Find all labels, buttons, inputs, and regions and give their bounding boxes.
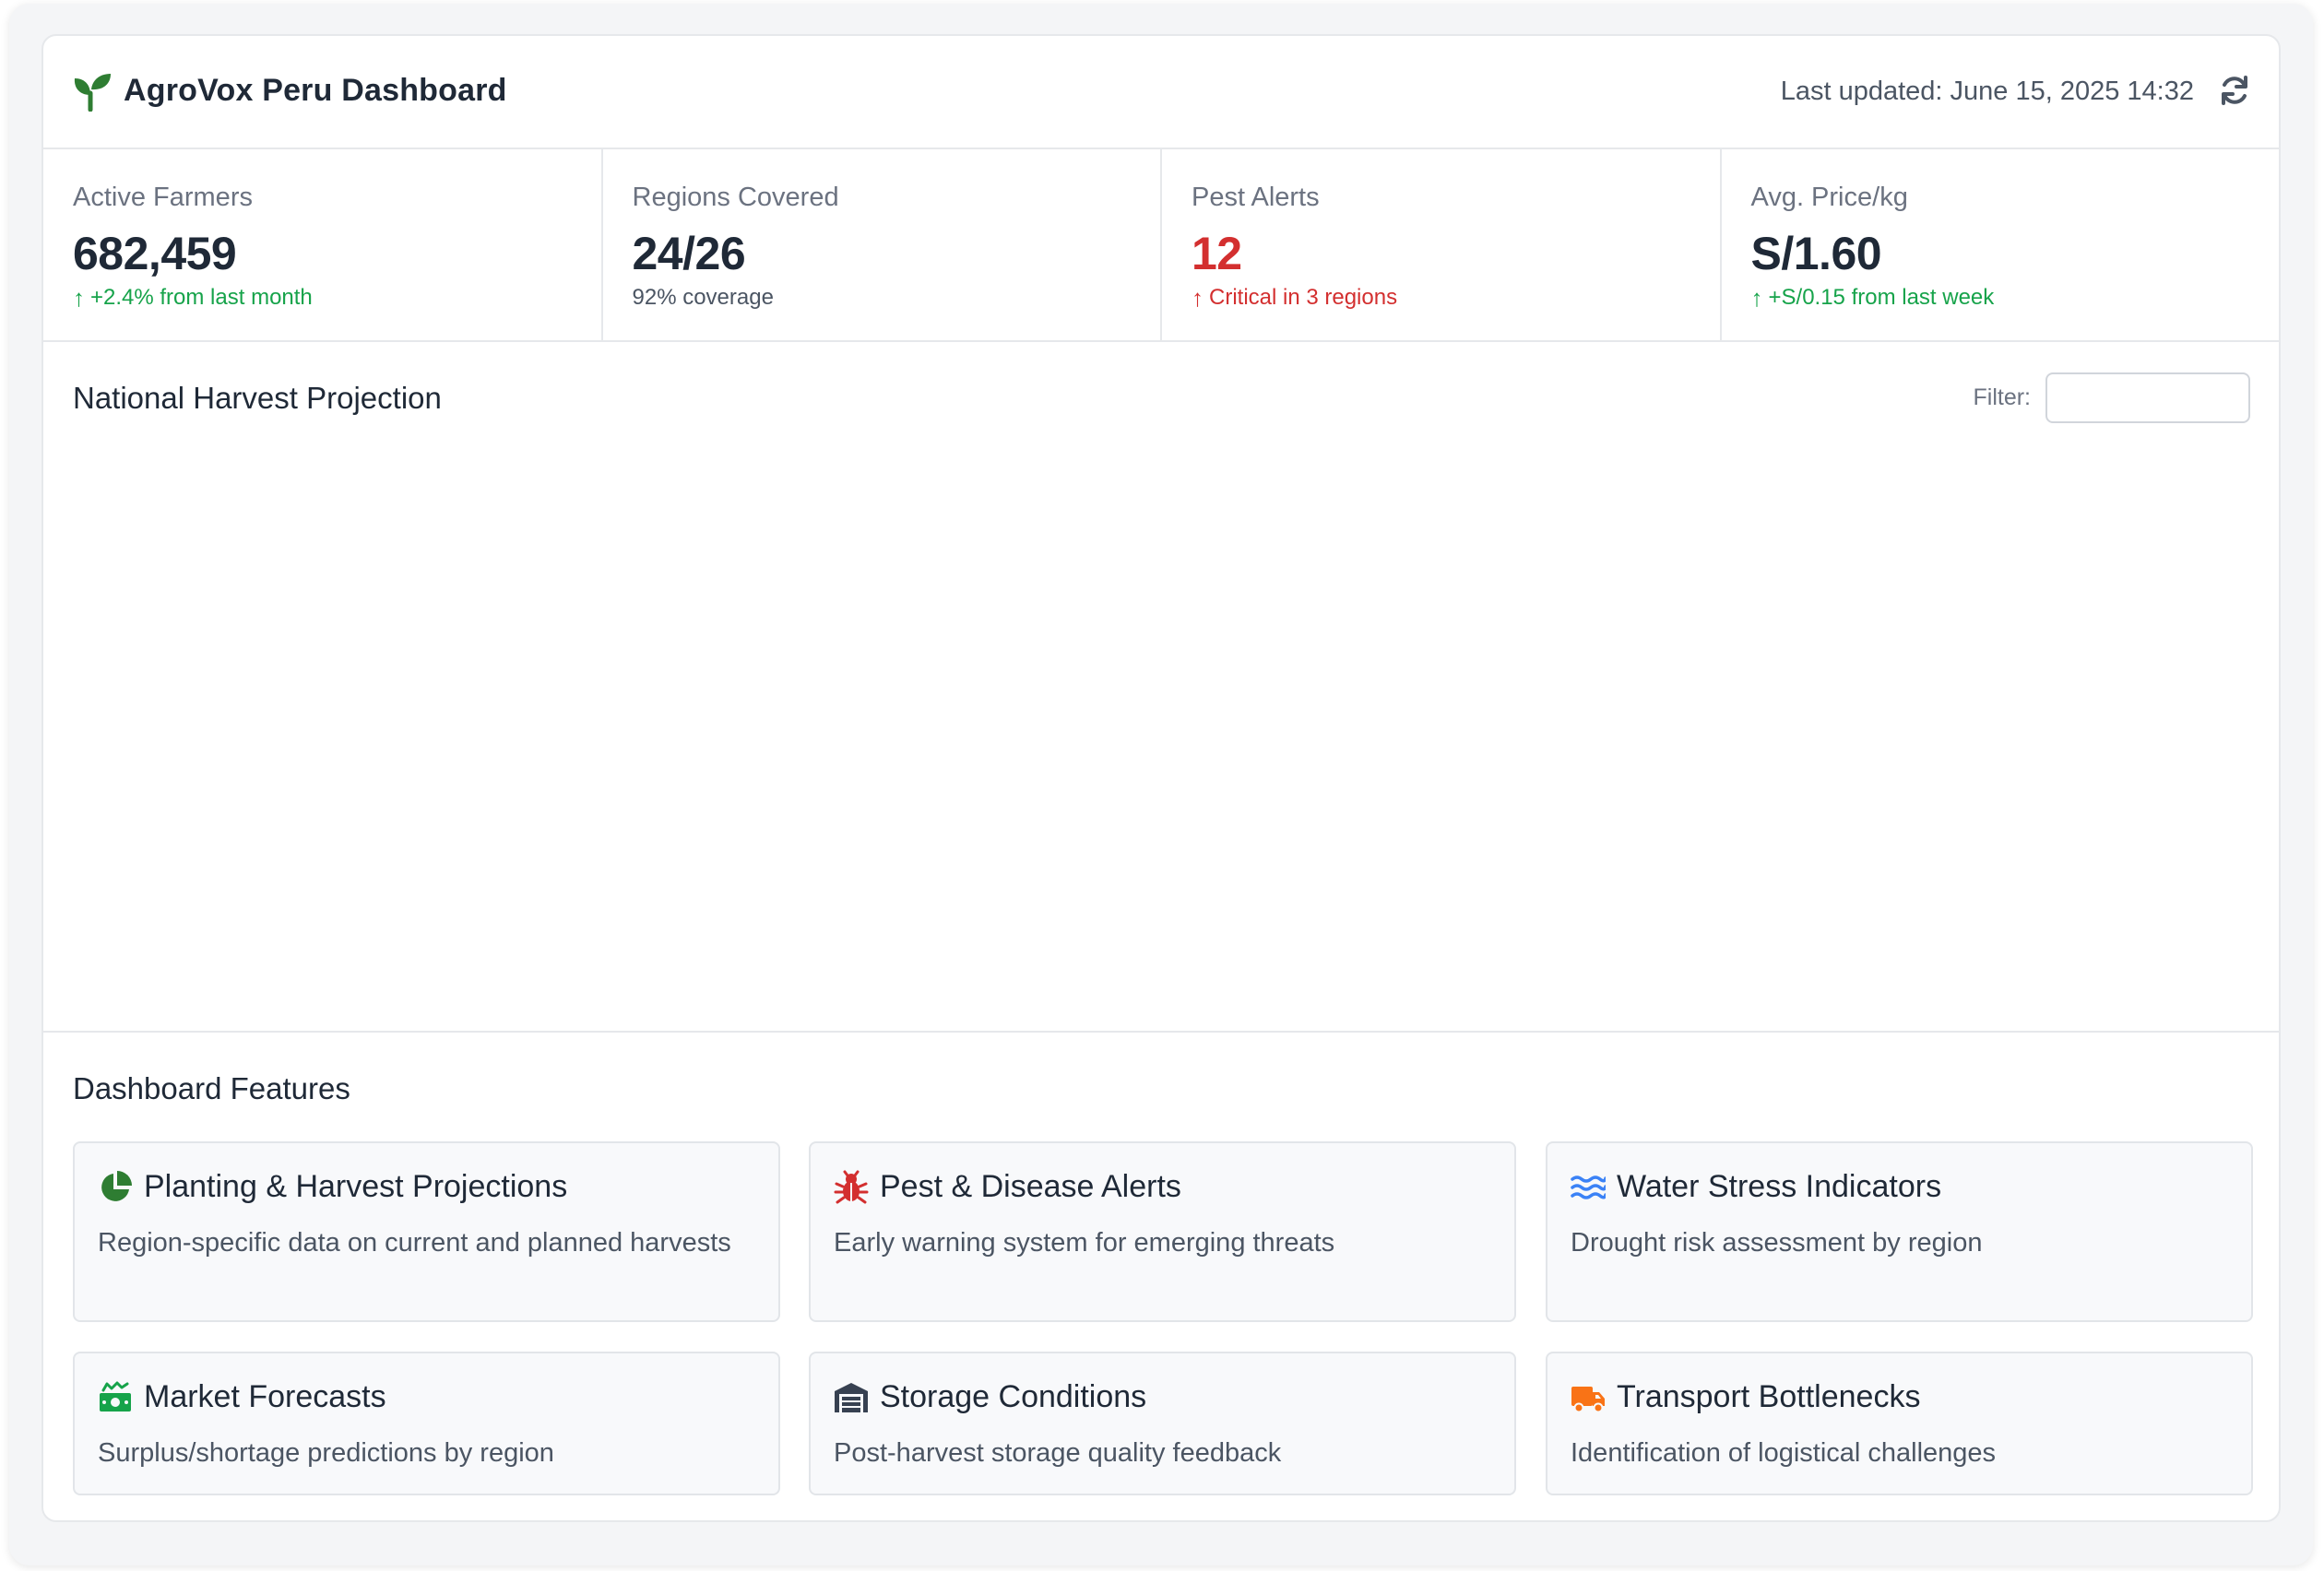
stat-trend-text: +2.4% from last month [90,285,313,310]
feature-card-storage-conditions[interactable]: Storage Conditions Post-harvest storage … [809,1352,1516,1495]
stat-trend: 92% coverage [633,285,774,311]
stat-label: Active Farmers [73,183,253,212]
arrow-up-icon: ↑ [73,284,85,312]
stat-trend-text: +S/0.15 from last week [1768,285,1995,310]
bug-icon [834,1170,869,1203]
warehouse-icon [835,1382,868,1412]
feature-head: Transport Bottlenecks [1571,1379,1920,1415]
stat-trend: ↑ Critical in 3 regions [1192,285,1397,311]
filter-input[interactable] [2045,372,2250,423]
chart-area [73,443,2249,1012]
stat-trend: ↑ +S/0.15 from last week [1751,285,1995,311]
page-title: AgroVox Peru Dashboard [124,73,507,108]
stat-value: 12 [1192,228,1242,279]
feature-title: Market Forecasts [144,1379,386,1414]
truck-icon [1571,1386,1605,1412]
section-title: National Harvest Projection [73,381,442,415]
feature-head: Pest & Disease Alerts [834,1169,1181,1205]
seedling-icon [74,74,111,112]
feature-head: Water Stress Indicators [1571,1169,1941,1205]
feature-title: Transport Bottlenecks [1617,1379,1921,1414]
stat-trend: ↑ +2.4% from last month [73,285,313,311]
feature-card-transport-bottlenecks[interactable]: Transport Bottlenecks Identification of … [1546,1352,2253,1495]
arrow-up-icon: ↑ [1750,284,1763,312]
feature-head: Planting & Harvest Projections [98,1169,567,1205]
stat-trend-text: Critical in 3 regions [1209,285,1398,310]
last-updated-text: Last updated: June 15, 2025 14:32 [1780,77,2194,106]
feature-title: Storage Conditions [880,1379,1147,1414]
arrow-up-icon: ↑ [1192,284,1204,312]
dashboard-card: AgroVox Peru Dashboard Last updated: Jun… [42,34,2281,1522]
page-frame: AgroVox Peru Dashboard Last updated: Jun… [9,4,2313,1565]
filter-label: Filter: [1973,384,2032,410]
stats-row: Active Farmers 682,459 ↑ +2.4% from last… [43,149,2279,342]
pie-chart-icon [101,1170,132,1201]
feature-description: Post-harvest storage quality feedback [834,1438,1282,1468]
stat-label: Regions Covered [632,183,839,212]
features-title: Dashboard Features [73,1071,350,1105]
stat-label: Pest Alerts [1192,183,1320,212]
stat-value: 682,459 [73,228,237,279]
money-icon [100,1381,131,1412]
feature-head: Storage Conditions [834,1379,1146,1415]
feature-title: Planting & Harvest Projections [144,1169,568,1204]
feature-card-water-stress[interactable]: Water Stress Indicators Drought risk ass… [1546,1141,2253,1322]
feature-card-pest-disease[interactable]: Pest & Disease Alerts Early warning syst… [809,1141,1516,1322]
dashboard-header: AgroVox Peru Dashboard Last updated: Jun… [43,36,2279,149]
feature-description: Drought risk assessment by region [1571,1228,1983,1258]
harvest-projection-section: National Harvest Projection Filter: [43,342,2279,1033]
feature-description: Identification of logistical challenges [1571,1438,1997,1468]
stat-active-farmers: Active Farmers 682,459 ↑ +2.4% from last… [43,149,603,340]
stat-value: S/1.60 [1750,228,1882,279]
feature-card-planting-harvest[interactable]: Planting & Harvest Projections Region-sp… [73,1141,780,1322]
feature-card-market-forecasts[interactable]: Market Forecasts Surplus/shortage predic… [73,1352,780,1495]
feature-description: Early warning system for emerging threat… [834,1228,1335,1258]
refresh-icon[interactable] [2217,73,2252,108]
feature-description: Region-specific data on current and plan… [98,1228,731,1258]
water-icon [1571,1175,1606,1199]
stat-value: 24/26 [632,228,746,279]
stat-trend-text: 92% coverage [632,285,774,310]
feature-title: Pest & Disease Alerts [880,1169,1181,1204]
stat-pest-alerts: Pest Alerts 12 ↑ Critical in 3 regions [1162,149,1722,340]
feature-description: Surplus/shortage predictions by region [98,1438,554,1468]
stat-avg-price: Avg. Price/kg S/1.60 ↑ +S/0.15 from last… [1722,149,2280,340]
stat-regions-covered: Regions Covered 24/26 92% coverage [603,149,1162,340]
feature-title: Water Stress Indicators [1617,1169,1942,1204]
stat-label: Avg. Price/kg [1750,183,1908,212]
feature-head: Market Forecasts [98,1379,386,1415]
